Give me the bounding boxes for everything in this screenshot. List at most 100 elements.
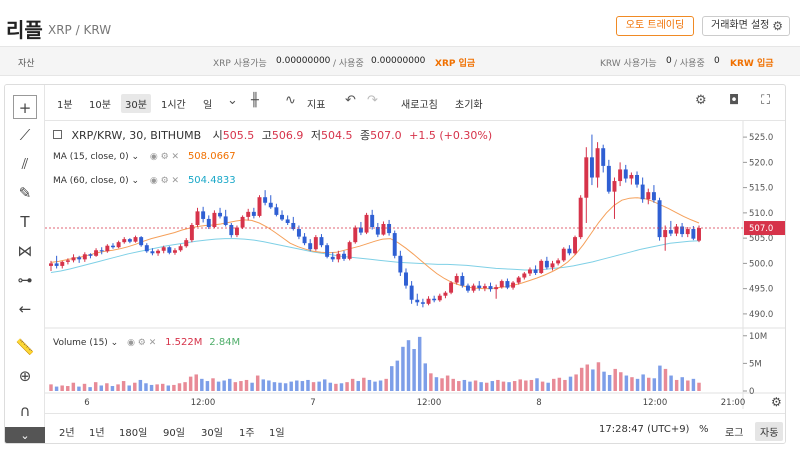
candle-body bbox=[139, 237, 144, 246]
xrp-deposit-link[interactable]: XRP 입금 bbox=[435, 59, 476, 69]
volume-bar bbox=[82, 383, 87, 391]
text-icon[interactable]: T bbox=[20, 213, 30, 231]
undo-icon[interactable]: ↶ bbox=[345, 93, 356, 108]
volume-bar bbox=[607, 374, 612, 391]
volume-bar bbox=[507, 382, 511, 391]
price-chart[interactable]: 525.0 520.0 515.0 510.0 505.0 500.0 495.0 490.0… bbox=[45, 121, 786, 413]
interval-1h[interactable]: 1시간 bbox=[161, 100, 186, 111]
interval-10m[interactable]: 10분 bbox=[89, 100, 111, 111]
candle-body bbox=[319, 237, 324, 246]
redo-icon[interactable]: ↷ bbox=[367, 93, 378, 108]
ma15-line bbox=[50, 197, 700, 290]
volume-bar bbox=[568, 376, 573, 391]
volume-bar bbox=[686, 380, 690, 391]
volume-bar bbox=[278, 382, 282, 391]
volume-bar bbox=[406, 340, 411, 391]
candle-body bbox=[60, 261, 65, 266]
candle-body bbox=[116, 242, 121, 248]
ruler-icon[interactable]: 📏 bbox=[15, 338, 35, 356]
candle-body bbox=[499, 281, 504, 288]
legend-controls-icon[interactable]: ◉ ⚙ ✕ bbox=[127, 338, 157, 348]
candle-body bbox=[533, 269, 538, 273]
volume-bar bbox=[613, 368, 617, 391]
pattern-icon[interactable]: ⋈ bbox=[17, 242, 33, 260]
screen-setting-button[interactable]: 거래화면 설정 ⚙ bbox=[702, 16, 790, 36]
brush-icon[interactable]: ✎ bbox=[18, 184, 32, 202]
refresh-button[interactable]: 새로고침 bbox=[401, 100, 438, 111]
candle-body bbox=[511, 282, 516, 288]
range-30d[interactable]: 30일 bbox=[201, 428, 223, 439]
collapse-legend-icon[interactable] bbox=[53, 130, 62, 139]
fullscreen-icon[interactable]: ⛶ bbox=[761, 93, 771, 108]
magnet-icon[interactable]: ∩ bbox=[19, 402, 31, 420]
volume-bar bbox=[194, 374, 198, 391]
candle-body bbox=[240, 216, 245, 228]
volume-bar bbox=[345, 382, 349, 391]
candle-icon[interactable]: ╫ bbox=[251, 93, 259, 108]
volume-bar bbox=[110, 386, 115, 391]
candle-body bbox=[426, 298, 431, 304]
asset-bar: 자산 XRP 사용가능 0.00000000 / 사용중 0.00000000 … bbox=[0, 46, 800, 76]
crosshair-icon[interactable]: + bbox=[13, 95, 37, 119]
log-toggle[interactable]: 로그 bbox=[725, 428, 744, 439]
trendline-icon[interactable]: ⟋ bbox=[19, 126, 31, 144]
camera-icon[interactable]: ◘ bbox=[729, 93, 740, 108]
volume-bar bbox=[99, 385, 104, 391]
candle-body bbox=[54, 263, 59, 266]
volume-bar bbox=[77, 386, 81, 391]
volume-bar bbox=[596, 362, 601, 391]
candle-body bbox=[488, 286, 493, 290]
interval-1m[interactable]: 1분 bbox=[57, 100, 73, 111]
auto-toggle[interactable]: 자동 bbox=[755, 422, 784, 441]
chevron-down-icon[interactable]: ⌄ bbox=[227, 93, 238, 108]
krw-deposit-link[interactable]: KRW 입금 bbox=[730, 59, 774, 69]
krw-in-use-label: / 사용중 bbox=[674, 59, 705, 69]
percent-toggle[interactable]: % bbox=[699, 424, 709, 435]
legend-controls-icon[interactable]: ◉ ⚙ ✕ bbox=[149, 176, 180, 186]
volume-bar bbox=[457, 381, 461, 391]
volume-bar bbox=[289, 381, 293, 391]
volume-bar bbox=[322, 379, 327, 391]
indicator-icon[interactable]: ∿ bbox=[285, 93, 296, 108]
measure-icon[interactable]: ⊶ bbox=[17, 271, 33, 289]
candle-body bbox=[482, 286, 487, 289]
zoom-icon[interactable]: ⊕ bbox=[18, 367, 32, 385]
volume-bar bbox=[306, 379, 310, 391]
indicator-button[interactable]: 지표 bbox=[307, 100, 326, 111]
volume-bar bbox=[54, 386, 59, 391]
back-arrow-icon[interactable]: ← bbox=[18, 300, 32, 318]
range-90d[interactable]: 90일 bbox=[163, 428, 185, 439]
volume-bar bbox=[697, 382, 701, 391]
volume-bar bbox=[535, 378, 539, 391]
range-1w[interactable]: 1주 bbox=[239, 428, 255, 439]
auto-trade-button[interactable]: 오토 트레이딩 bbox=[616, 16, 694, 36]
volume-bar bbox=[93, 382, 98, 391]
range-180d[interactable]: 180일 bbox=[119, 428, 148, 439]
collapse-icon[interactable]: ⌄ bbox=[5, 427, 45, 443]
interval-day[interactable]: 일 bbox=[203, 100, 213, 111]
candle-body bbox=[201, 211, 206, 219]
range-1y[interactable]: 1년 bbox=[89, 428, 105, 439]
range-1d[interactable]: 1일 bbox=[269, 428, 285, 439]
fib-icon[interactable]: ⫽ bbox=[21, 155, 29, 173]
volume-bar bbox=[669, 375, 673, 391]
range-2y[interactable]: 2년 bbox=[59, 428, 75, 439]
xrp-available-label: XRP 사용가능 bbox=[213, 59, 267, 69]
volume-bar bbox=[172, 384, 176, 391]
price-tick-label: 515.0 bbox=[749, 184, 773, 194]
volume-bar bbox=[222, 380, 226, 391]
settings-icon[interactable]: ⚙ bbox=[695, 93, 707, 108]
candle-body bbox=[443, 292, 448, 296]
reset-button[interactable]: 초기화 bbox=[455, 100, 483, 111]
volume-bar bbox=[60, 385, 64, 391]
candle-body bbox=[651, 192, 656, 201]
volume-bar bbox=[138, 379, 143, 391]
legend-controls-icon[interactable]: ◉ ⚙ ✕ bbox=[149, 152, 180, 162]
candle-body bbox=[195, 211, 200, 225]
candle-body bbox=[494, 287, 499, 290]
candle-body bbox=[218, 212, 223, 217]
volume-bar bbox=[658, 365, 662, 391]
volume-bar bbox=[244, 379, 249, 391]
interval-30m[interactable]: 30분 bbox=[121, 94, 151, 113]
